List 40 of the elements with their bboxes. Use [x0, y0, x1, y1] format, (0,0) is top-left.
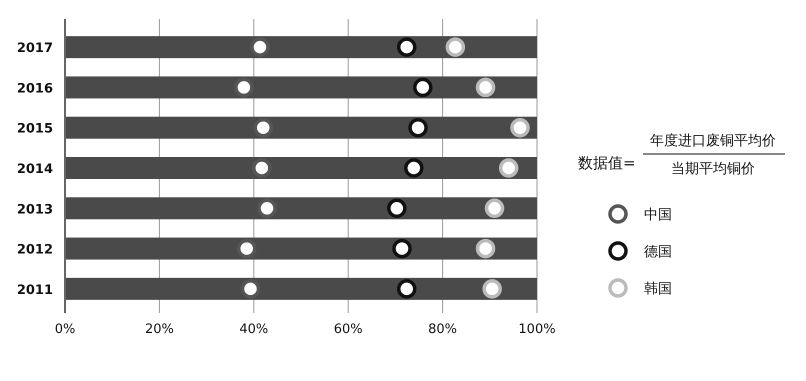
y-tick-label: 2016 [16, 81, 53, 96]
x-tick-label: 100% [518, 322, 556, 337]
x-tick-label: 20% [144, 322, 174, 337]
x-tick-label: 0% [54, 322, 76, 337]
text: 数据值= [578, 154, 636, 172]
point [392, 238, 412, 258]
point [252, 158, 272, 178]
text: 当期平均铜价 [671, 161, 755, 177]
point [482, 279, 502, 299]
point [240, 279, 260, 299]
y-tick-label: 2017 [16, 41, 53, 56]
y-tick-label: 2013 [16, 202, 53, 218]
point [396, 279, 416, 299]
x-tick-label: 80% [428, 322, 458, 337]
point [476, 238, 496, 258]
point [250, 37, 270, 57]
y-tick-label: 2015 [16, 122, 53, 137]
legend-label: 德国 [644, 244, 672, 260]
point [498, 158, 518, 178]
point [257, 198, 277, 218]
x-tick-label: 60% [334, 322, 363, 337]
point [253, 118, 273, 138]
point [476, 78, 496, 98]
point [404, 158, 424, 178]
point [484, 198, 504, 218]
text: 年度进口废铜平均价 [650, 133, 776, 149]
legend-label: 中国 [644, 207, 672, 223]
point [510, 118, 530, 138]
y-tick-label: 2012 [16, 242, 53, 258]
point [413, 78, 433, 98]
y-tick-label: 2014 [16, 162, 53, 177]
point [446, 37, 466, 57]
point [236, 238, 256, 258]
point [234, 78, 254, 98]
x-tick-label: 40% [239, 322, 268, 337]
point [396, 37, 416, 57]
point [387, 198, 407, 218]
y-tick-label: 2011 [16, 282, 53, 298]
point [408, 118, 428, 138]
legend-label: 韩国 [644, 281, 672, 297]
